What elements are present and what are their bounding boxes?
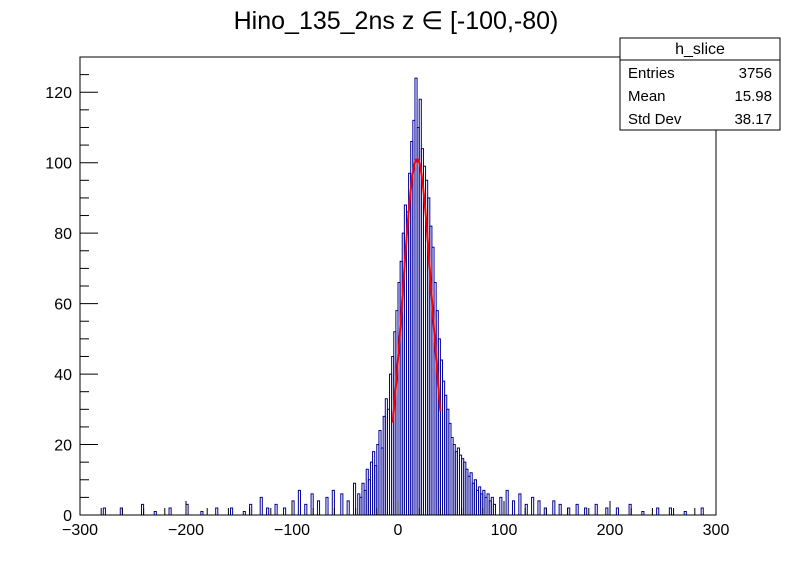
histogram-bin (242, 510, 246, 515)
stats-stddev-value: 38.17 (734, 111, 772, 128)
histogram-bin (584, 507, 588, 515)
histogram-bin (575, 503, 579, 515)
histogram-bin (518, 493, 522, 515)
x-tick-label: −100 (274, 522, 310, 539)
histogram-bin (605, 507, 609, 515)
histogram-bin (297, 489, 301, 515)
histogram-bin (668, 507, 672, 515)
x-tick-label: −200 (168, 522, 204, 539)
histogram-bin (168, 507, 172, 515)
x-tick-label: 200 (597, 522, 624, 539)
histogram-bin (615, 507, 619, 515)
stats-mean-value: 15.98 (734, 88, 772, 105)
chart-title: Hino_135_2ns z ∈ [-100,-80) (234, 7, 559, 35)
x-tick-label: 0 (394, 522, 403, 539)
y-tick-label: 100 (45, 156, 72, 173)
histogram-bin (656, 507, 660, 515)
y-tick-label: 120 (45, 85, 72, 102)
histogram-bin (259, 496, 263, 515)
histogram-bin (511, 500, 516, 515)
stats-box-frame (619, 37, 781, 131)
histogram-bin (266, 507, 270, 515)
histogram-bin (215, 507, 219, 515)
histogram-bin (505, 489, 509, 515)
histogram-bin (325, 496, 329, 515)
stats-box: h_slice Entries 3756 Mean 15.98 Std Dev … (619, 37, 781, 131)
histogram-bin (304, 503, 308, 515)
y-tick-label: 40 (54, 367, 72, 384)
y-tick-label: 20 (54, 438, 72, 455)
histogram-bin (558, 503, 562, 515)
stats-stddev-label: Std Dev (628, 111, 682, 128)
histogram-bin (274, 503, 278, 515)
histogram-bin (340, 493, 344, 515)
y-tick-label: 80 (54, 226, 72, 243)
fit-curve-layer (391, 158, 442, 423)
histogram-bin (316, 500, 321, 515)
histogram-bin (700, 507, 704, 515)
histogram-bin (310, 493, 314, 515)
histogram-bin (594, 503, 598, 515)
gaussian-fit-curve (391, 158, 442, 423)
histogram-bin (153, 510, 157, 515)
stats-box-title: h_slice (675, 41, 725, 58)
histogram-bins (102, 77, 704, 515)
histogram-bin (346, 500, 350, 515)
histogram-bin (102, 507, 106, 515)
histogram-bin (331, 489, 335, 515)
y-tick-label: 0 (63, 508, 72, 525)
x-tick-label: 100 (491, 522, 518, 539)
axis-tick-labels: −300 −200 −100 0 100 200 300 0 20 40 60 80 100 120 (45, 85, 729, 539)
histogram-bin (537, 500, 541, 515)
histogram-bin (641, 510, 645, 515)
histogram-bin (492, 503, 497, 515)
histogram-bin (683, 510, 687, 515)
histogram-bin (552, 500, 556, 515)
y-tick-label: 60 (54, 297, 72, 314)
histogram-bin (283, 507, 287, 515)
histogram-bin (230, 507, 234, 515)
stats-entries-value: 3756 (739, 65, 772, 82)
stats-entries-label: Entries (628, 65, 675, 82)
axis-ticks (79, 56, 717, 516)
x-tick-label: −300 (62, 522, 98, 539)
stats-mean-label: Mean (628, 88, 666, 105)
histogram-bin (531, 496, 535, 515)
histogram-bin (499, 496, 503, 515)
histogram-bin (352, 482, 357, 515)
x-tick-label: 300 (703, 522, 730, 539)
histogram-bin (200, 510, 204, 515)
